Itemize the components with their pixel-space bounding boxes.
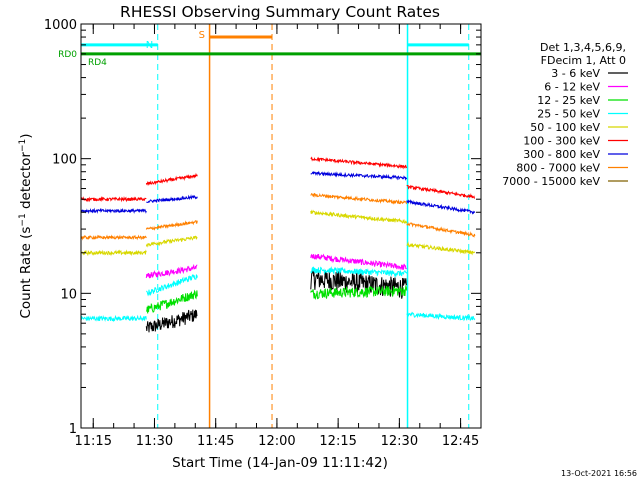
series-3-segment-1 [145, 273, 198, 297]
legend-label-7: 800 - 7000 keV [516, 162, 600, 175]
x-tick-label-0: 11:15 [75, 434, 112, 449]
x-tick-label-5: 12:30 [381, 434, 418, 449]
series-2-segment-0 [145, 289, 198, 314]
legend-header-1: FDecim 1, Att 0 [541, 54, 626, 67]
rd4-flag-label: RD4 [88, 58, 107, 68]
y-axis-label: Count Rate (s−1 detector−1) [18, 133, 34, 318]
legend-label-1: 6 - 12 keV [544, 81, 600, 94]
legend-label-0: 3 - 6 keV [551, 67, 600, 80]
series-2-segment-1 [310, 284, 408, 301]
series-5-segment-0 [80, 195, 147, 203]
series-3-segment-2 [310, 266, 408, 278]
legend-label-2: 12 - 25 keV [537, 94, 600, 107]
y-tick-label-1: 10 [60, 287, 77, 302]
series-1-segment-1 [310, 253, 407, 271]
series-5-segment-3 [406, 184, 475, 199]
series-5-segment-1 [145, 172, 198, 187]
y-tick-label-3: 1000 [44, 18, 77, 33]
legend-label-4: 50 - 100 keV [530, 121, 600, 134]
x-tick-label-3: 12:00 [258, 434, 295, 449]
legend-label-5: 100 - 300 keV [523, 135, 600, 148]
series-3-segment-3 [406, 311, 476, 322]
x-axis-label: Start Time (14-Jan-09 11:11:42) [172, 455, 388, 471]
series-6-segment-1 [146, 194, 198, 203]
series-7-segment-1 [145, 220, 198, 231]
series-5-segment-2 [310, 156, 408, 170]
legend-label-3: 25 - 50 keV [537, 108, 600, 121]
series-4-segment-1 [145, 235, 198, 248]
x-tick-label-1: 11:30 [136, 434, 173, 449]
series-4-segment-0 [80, 249, 147, 257]
night-flag-label: N [146, 40, 153, 51]
y-axis-label-sup2: −1 [18, 139, 28, 152]
series-0-segment-0 [145, 309, 198, 333]
y-tick-label-2: 100 [52, 153, 77, 168]
y-axis-label-part2: detector [18, 152, 34, 214]
series-6-segment-3 [406, 199, 476, 215]
saa-flag-label: S [199, 30, 205, 41]
series-4-segment-2 [310, 209, 408, 224]
plot-frame [80, 23, 482, 429]
series-3-segment-0 [80, 314, 147, 323]
x-tick-label-6: 12:45 [442, 434, 479, 449]
legend: Det 1,3,4,5,6,9,FDecim 1, Att 03 - 6 keV… [502, 41, 628, 188]
timestamp: 13-Oct-2021 16:56 [561, 469, 637, 478]
series-4-segment-3 [406, 241, 476, 256]
plot-area: N S RD0 RD4 [58, 24, 481, 428]
series-7-segment-2 [310, 192, 408, 205]
rd0-flag-label: RD0 [58, 50, 77, 60]
series-7-segment-3 [406, 222, 476, 238]
series-0-segment-1 [310, 268, 408, 299]
series-6-segment-2 [310, 170, 408, 181]
y-axis-label-part1: Count Rate (s [18, 227, 34, 319]
y-axis: 1 10 100 1000 [44, 18, 481, 437]
series-1-segment-0 [145, 263, 198, 279]
y-tick-label-0: 1 [69, 422, 77, 437]
legend-header-0: Det 1,3,4,5,6,9, [540, 41, 626, 54]
x-tick-label-4: 12:15 [319, 434, 356, 449]
x-axis: 11:15 11:30 11:45 12:00 12:15 12:30 12:45 [75, 24, 482, 449]
legend-label-6: 300 - 800 keV [523, 148, 600, 161]
series-6-segment-0 [80, 207, 147, 215]
chart-title: RHESSI Observing Summary Count Rates [120, 3, 440, 21]
x-tick-label-2: 11:45 [197, 434, 234, 449]
legend-label-8: 7000 - 15000 keV [502, 175, 600, 188]
y-axis-label-part3: ) [18, 133, 34, 138]
series-7-segment-0 [80, 234, 147, 241]
y-axis-label-sup1: −1 [18, 213, 28, 226]
